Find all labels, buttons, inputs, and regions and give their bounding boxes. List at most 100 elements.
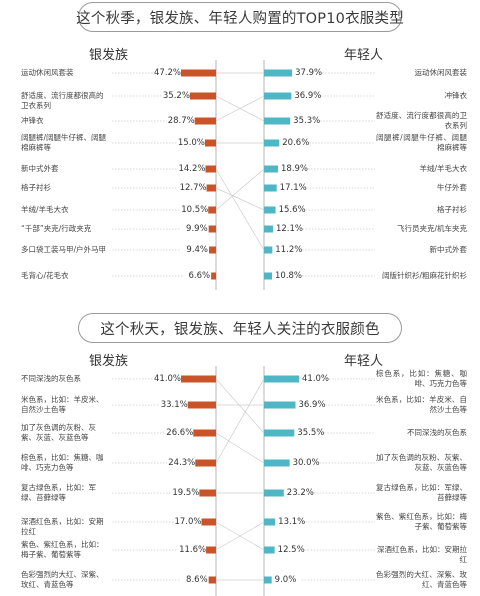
right-value-label: 17.1% [279,183,307,193]
left-bar [181,375,216,383]
right-bar [264,272,273,280]
left-bar [193,429,216,437]
right-category-label: 复古绿色系，比如：军绿、苔藓绿等 [376,483,467,502]
left-category-label: 加了灰色调的灰粉、灰紫、灰蓝、灰蓝色等 [21,423,96,442]
right-bar [264,246,273,254]
left-category-label: 棕色系，比如：焦糖、咖啡、巧克力色等 [21,453,104,472]
right-bar [264,92,292,100]
right-category-label: 米色系，比如：羊皮米、自然沙土色等 [376,395,467,414]
right-bar [264,225,273,233]
right-category-label: 阔腿裤/阔腿牛仔裤、阔腿棉麻裤等 [376,133,467,152]
left-category-label: 色彩强烈的大红、深紫、玫红、青蓝色等 [21,570,104,589]
right-value-label: 35.5% [297,428,325,438]
left-category-label: 新中式外套 [21,164,59,173]
left-category-label: 深酒红色系，比如：安期拉红 [21,517,104,536]
right-category-label: 色彩强烈的大红、深紫、玫红、青蓝色等 [376,570,467,589]
left-category-label: 紫色、紫红色系，比如：梅子紫、葡萄紫等 [21,540,104,559]
left-value-label: 14.2% [178,164,206,174]
left-value-label: 26.6% [166,428,194,438]
left-bar [205,165,216,173]
right-bar [264,429,295,437]
right-bar [264,576,272,584]
left-bar [206,184,216,192]
right-bar [264,489,284,497]
connector-line [215,168,265,251]
right-category-label: 运动休闲风套装 [414,68,468,77]
right-category-label: 新中式外套 [429,245,468,254]
connector-line [215,168,265,211]
right-category-label: 深酒红色系，比如：安期拉红 [377,545,467,564]
right-bar [264,375,299,383]
right-category-label: 棕色系，比如：焦糖、咖啡、巧克力色等 [376,369,467,388]
left-value-label: 33.1% [160,400,188,410]
left-bar [199,489,216,497]
left-bar [208,225,216,233]
right-value-label: 20.6% [282,138,310,148]
left-bar [204,139,216,147]
connector-line [215,378,265,464]
right-value-label: 12.5% [277,545,305,555]
right-value-label: 9.0% [274,575,297,585]
left-bar [187,401,216,409]
right-value-label: 18.9% [281,164,309,174]
left-category-label: 舒适度、流行度都很高的卫衣系列 [21,91,104,110]
left-category-label: 运动休闲风套装 [21,68,74,77]
connector-line [215,521,265,551]
left-value-label: 9.9% [186,224,208,234]
right-value-label: 15.6% [278,205,306,215]
left-bar [194,117,216,125]
connector-line [215,187,265,211]
connector-line [215,378,265,434]
left-value-label: 35.2% [162,91,190,101]
left-category-label: 复古绿色系，比如：军绿、苔藓绿等 [21,483,96,502]
left-category-label: 毛背心/花毛衣 [21,271,69,280]
left-legend-1: 银发族 [89,48,129,63]
right-legend-2: 年轻人 [344,354,384,369]
right-value-label: 11.2% [275,245,303,255]
right-value-label: 36.9% [298,400,326,410]
right-category-label: 加了灰色调的灰粉、灰紫、灰蓝、灰蓝色等 [376,453,467,472]
right-value-label: 23.2% [286,488,314,498]
left-value-label: 10.5% [181,205,209,215]
right-bar [264,117,291,125]
connector-line [215,95,265,122]
left-bar [195,459,216,467]
right-bar [264,139,280,147]
left-category-label: 米色系，比如：羊皮米、自然沙土色等 [21,395,104,414]
right-value-label: 37.9% [295,68,323,78]
right-value-label: 41.0% [302,374,330,384]
left-value-label: 47.2% [154,68,182,78]
title-pill-2: 这个秋天，银发族、年轻人关注的衣服颜色 [78,313,402,343]
right-category-label: 牛仔外套 [437,183,467,192]
left-value-label: 28.7% [167,116,195,126]
left-value-label: 24.3% [168,458,196,468]
left-category-label: 不同深浅的灰色系 [21,374,81,383]
right-value-label: 36.9% [294,91,322,101]
right-category-label: 舒适度、流行度都很高的卫衣系列 [376,111,467,130]
left-value-label: 19.5% [172,488,200,498]
left-bar [208,206,216,214]
right-bar [264,459,290,467]
right-category-label: 冲锋衣 [444,91,468,100]
left-value-label: 41.0% [154,374,182,384]
right-value-label: 12.1% [275,224,303,234]
left-category-label: 冲锋衣 [21,116,44,125]
right-bar [264,518,276,526]
left-value-label: 6.6% [188,271,211,281]
right-bar [264,546,275,554]
left-legend-2: 银发族 [89,354,129,369]
left-value-label: 9.4% [186,245,209,255]
left-value-label: 12.7% [179,183,207,193]
left-bar [208,576,216,584]
right-category-label: 格子衬衫 [437,205,467,214]
right-value-label: 30.0% [292,458,320,468]
right-category-label: 不同深浅的灰色系 [407,428,467,437]
right-bar [264,69,293,77]
connector-line [215,432,265,464]
right-bar [264,401,296,409]
left-value-label: 17.0% [174,517,202,527]
left-bar [206,546,216,554]
right-value-label: 10.8% [275,271,303,281]
left-bar [189,92,216,100]
title-pill-1: 这个秋季，银发族、年轻人购置的TOP10衣服类型 [76,2,404,32]
